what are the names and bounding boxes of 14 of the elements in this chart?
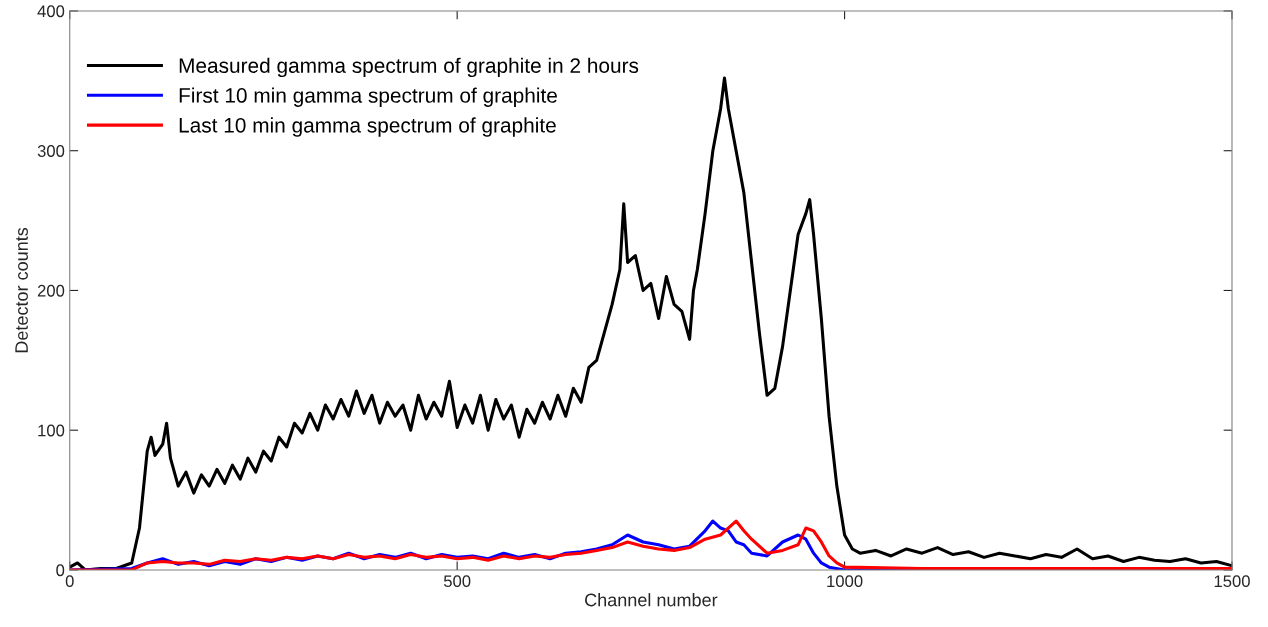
y-tick-label: 300 xyxy=(37,145,65,157)
legend-label: Measured gamma spectrum of graphite in 2 hours xyxy=(179,57,639,78)
legend-label: Last 10 min gamma spectrum of graphite xyxy=(179,117,556,137)
y-tick-label: 0 xyxy=(56,564,65,577)
x-tick-label: 1000 xyxy=(827,575,863,588)
y-tick-label: 200 xyxy=(37,284,65,297)
y-tick-label: 400 xyxy=(37,5,65,18)
x-tick-label: 0 xyxy=(65,575,74,588)
x-tick-label: 500 xyxy=(443,575,471,588)
legend-label: First 10 min gamma spectrum of graphite xyxy=(179,87,557,107)
y-tick-label: 100 xyxy=(38,424,65,437)
y-axis-title: Detector counts xyxy=(15,227,28,353)
x-tick-label: 1500 xyxy=(1214,575,1250,588)
x-axis-title: Channel number xyxy=(585,593,718,607)
